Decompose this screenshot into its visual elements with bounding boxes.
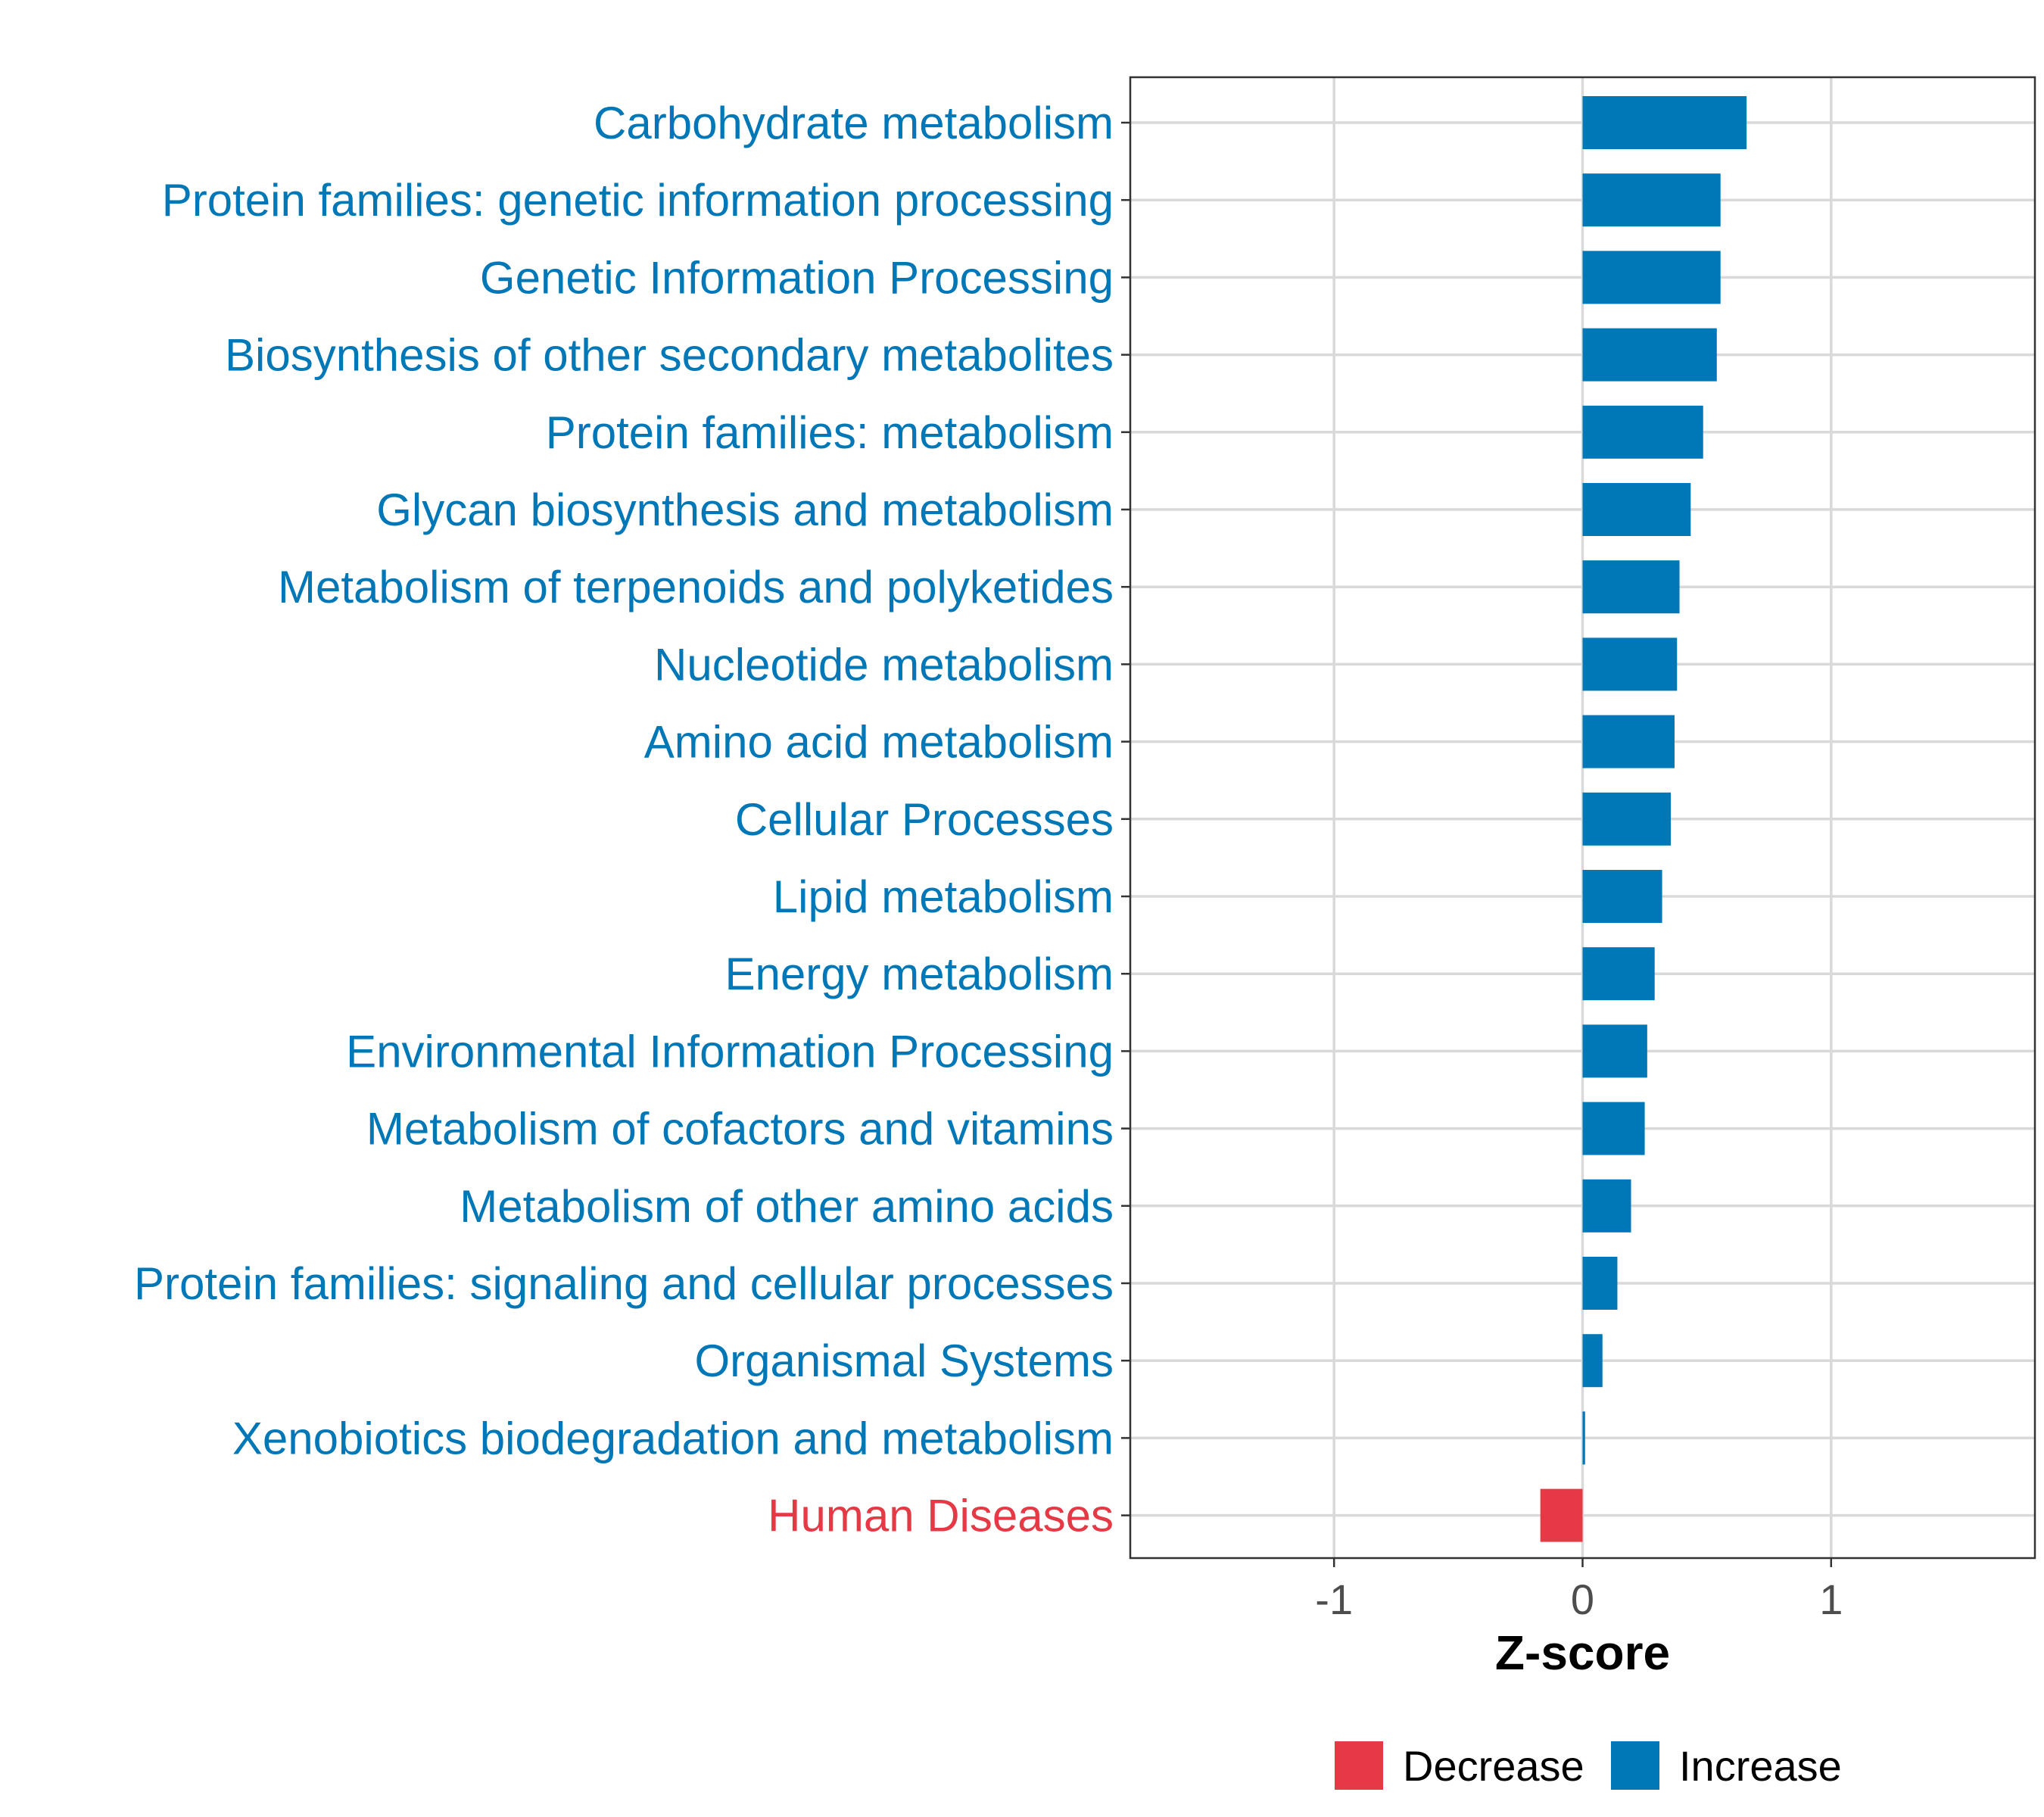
bar-increase xyxy=(1582,792,1672,846)
legend-label-increase: Increase xyxy=(1679,1742,1842,1790)
legend-label-decrease: Decrease xyxy=(1403,1742,1584,1790)
bar-increase xyxy=(1582,715,1675,768)
bar-decrease xyxy=(1540,1488,1583,1542)
bar-increase xyxy=(1582,483,1691,536)
bar-increase xyxy=(1582,1024,1647,1078)
bar-increase xyxy=(1582,1334,1603,1388)
bar-increase xyxy=(1582,870,1662,923)
category-label: Amino acid metabolism xyxy=(644,717,1114,768)
category-label: Cellular Processes xyxy=(735,794,1114,845)
bar-increase xyxy=(1582,173,1721,227)
y-axis-ticks xyxy=(1121,121,1130,1516)
category-label: Protein families: signaling and cellular… xyxy=(134,1258,1114,1309)
bar-increase xyxy=(1582,947,1655,1001)
category-label: Glycan biosynthesis and metabolism xyxy=(376,485,1114,535)
category-label: Metabolism of terpenoids and polyketides xyxy=(278,562,1114,612)
bar-increase xyxy=(1582,637,1678,691)
category-label: Metabolism of other amino acids xyxy=(460,1181,1114,1232)
category-label: Human Diseases xyxy=(768,1491,1114,1541)
category-label: Metabolism of cofactors and vitamins xyxy=(366,1104,1114,1155)
bar-increase xyxy=(1582,1257,1618,1310)
y-axis-category-labels: Carbohydrate metabolism Protein families:… xyxy=(134,98,1114,1541)
legend-key-increase xyxy=(1611,1741,1659,1790)
bars-group xyxy=(1540,96,1747,1542)
x-tick-label: -1 xyxy=(1315,1575,1353,1623)
bar-increase xyxy=(1582,1411,1585,1465)
category-label: Genetic Information Processing xyxy=(480,252,1114,303)
bar-increase xyxy=(1582,560,1680,614)
x-tick-label: 0 xyxy=(1571,1575,1594,1623)
bar-increase xyxy=(1582,1179,1631,1233)
category-label: Lipid metabolism xyxy=(773,871,1114,922)
category-label: Energy metabolism xyxy=(724,949,1114,999)
x-axis-title: Z-score xyxy=(1495,1625,1670,1680)
legend-key-decrease xyxy=(1335,1741,1383,1790)
bar-increase xyxy=(1582,405,1703,459)
category-label: Protein families: metabolism xyxy=(546,407,1114,458)
category-label: Nucleotide metabolism xyxy=(654,639,1114,690)
category-label: Protein families: genetic information pr… xyxy=(162,175,1114,226)
bar-increase xyxy=(1582,96,1747,149)
x-tick-label: 1 xyxy=(1819,1575,1843,1623)
category-label: Xenobiotics biodegradation and metabolis… xyxy=(232,1413,1114,1463)
category-label: Organismal Systems xyxy=(695,1335,1114,1386)
category-label: Carbohydrate metabolism xyxy=(594,98,1114,148)
category-label: Biosynthesis of other secondary metaboli… xyxy=(225,330,1114,381)
bar-increase xyxy=(1582,251,1721,304)
bar-increase xyxy=(1582,1102,1645,1155)
category-label: Environmental Information Processing xyxy=(346,1026,1114,1077)
x-axis-ticks: -1 0 1 xyxy=(1315,1558,1843,1623)
bar-increase xyxy=(1582,328,1717,382)
legend: Decrease Increase xyxy=(1335,1741,1842,1790)
